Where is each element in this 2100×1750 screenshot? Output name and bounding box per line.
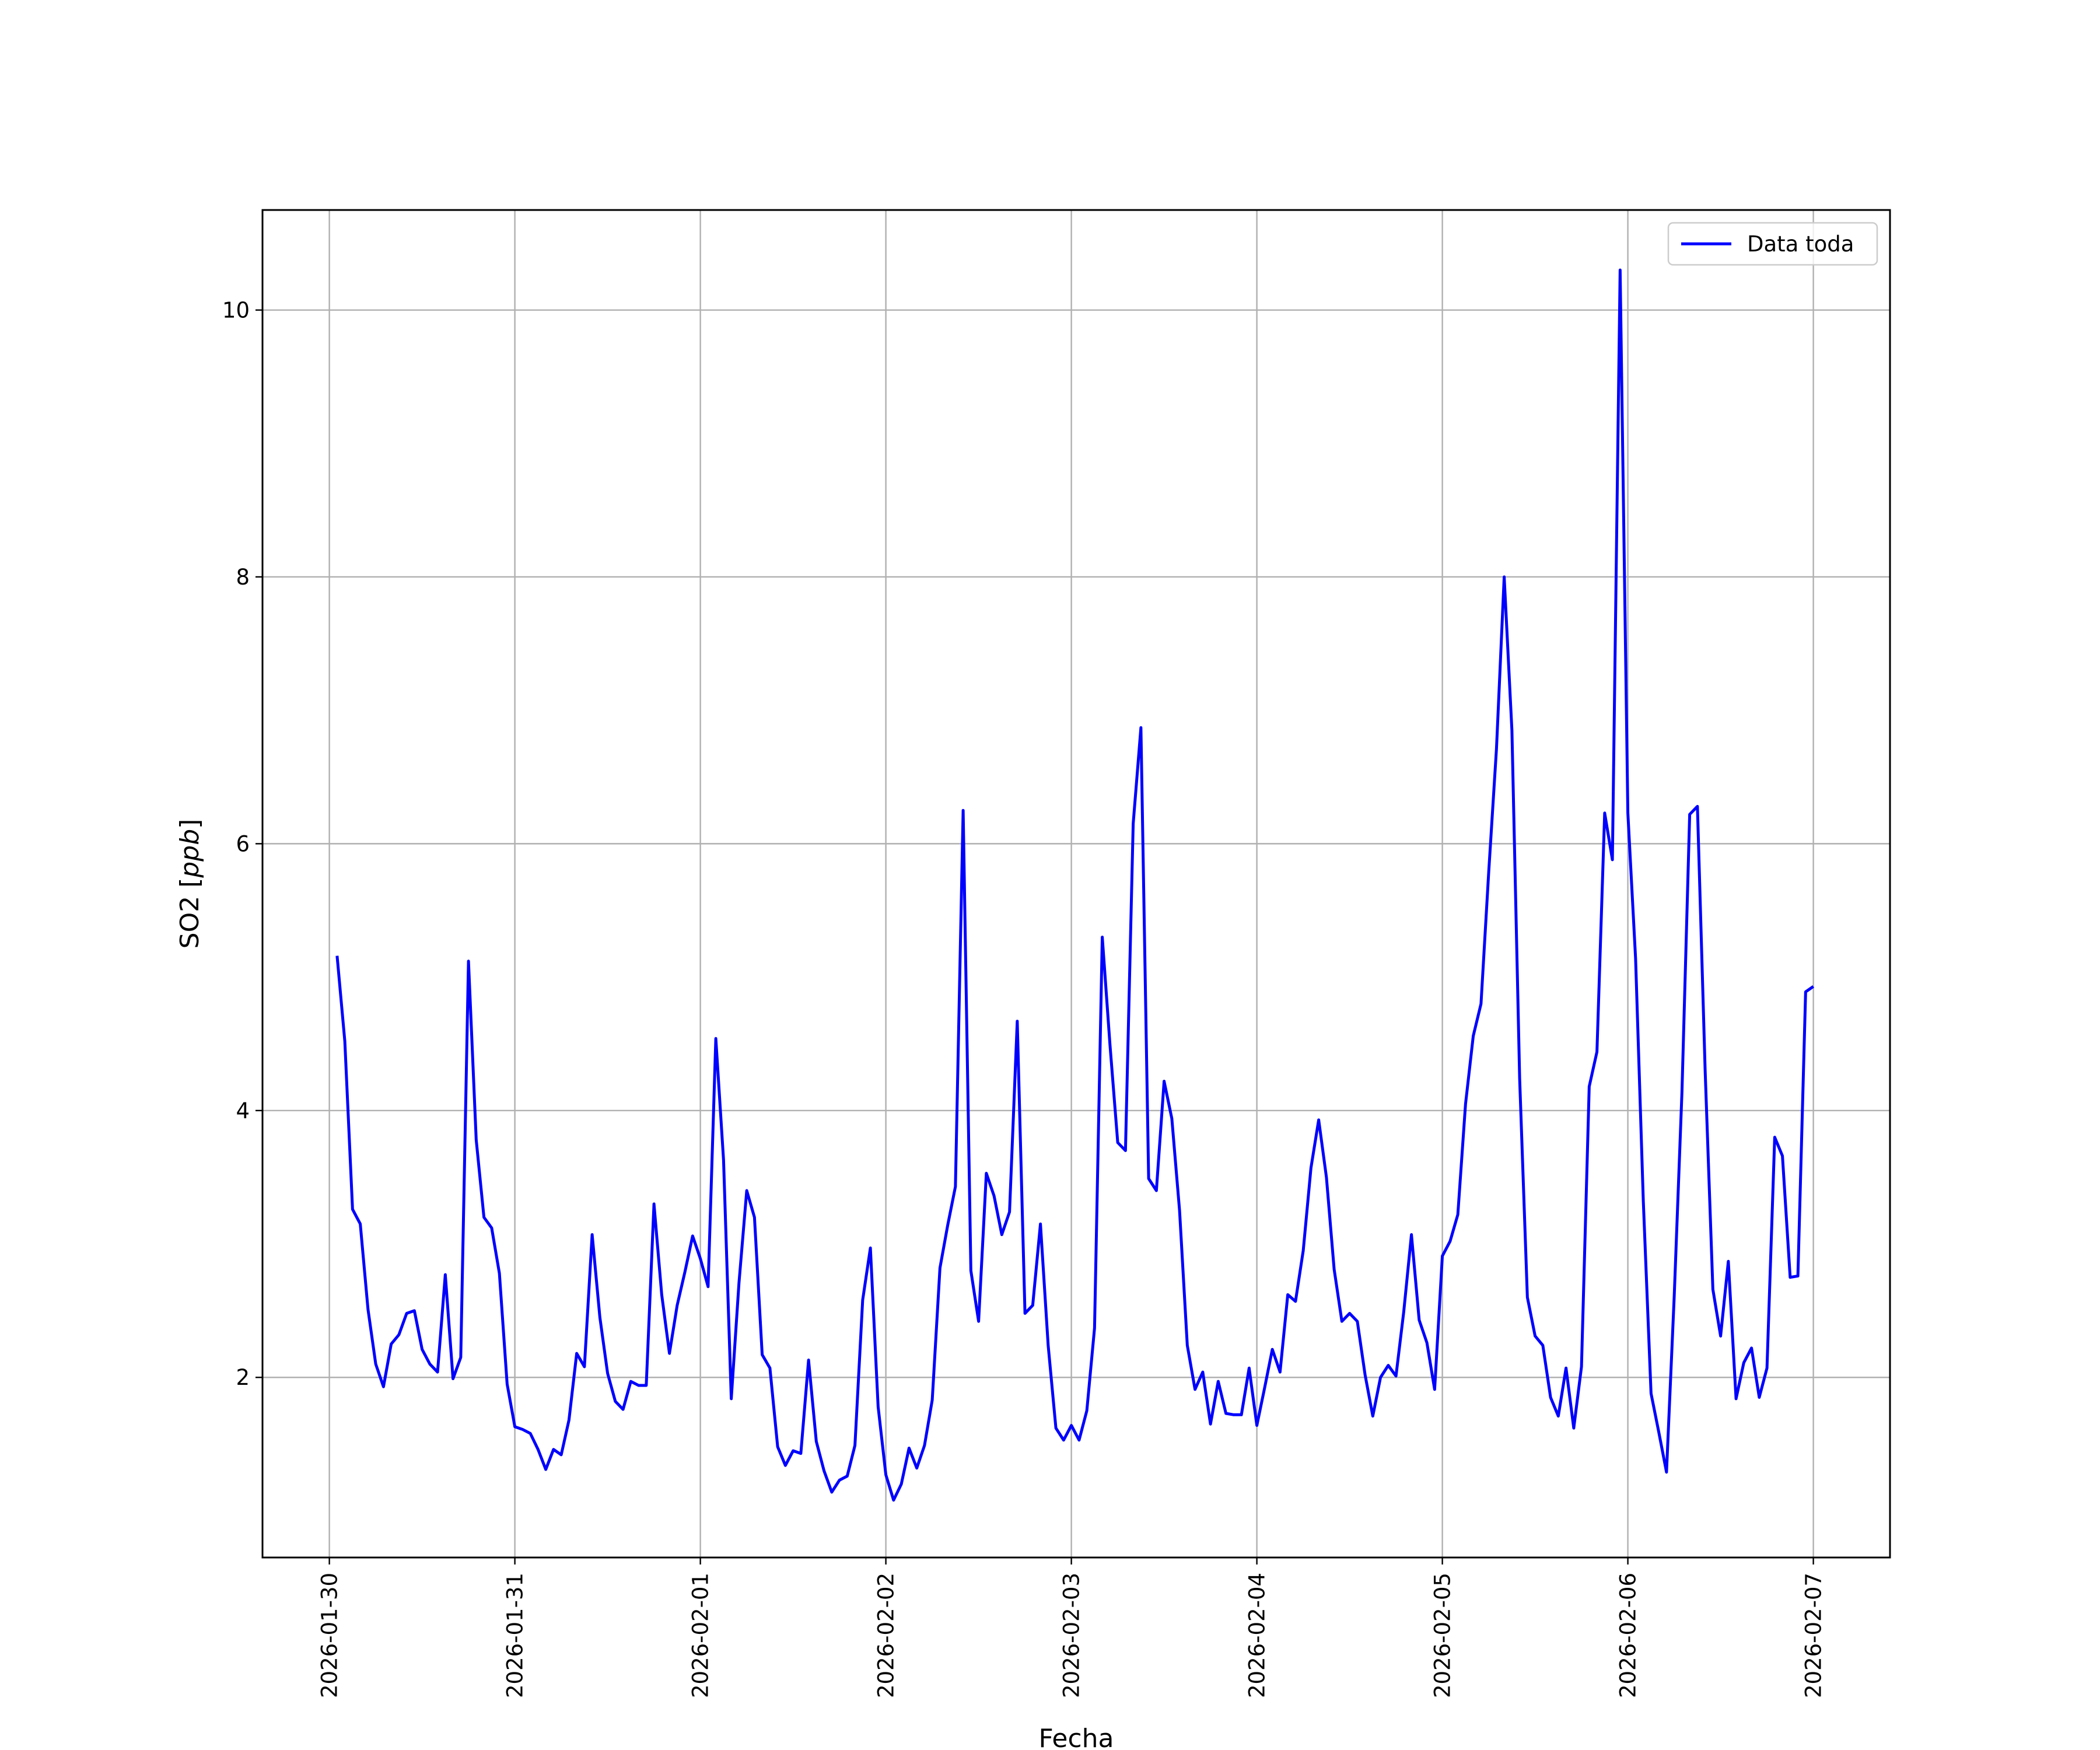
y-tick-label: 8 — [236, 565, 250, 590]
x-tick-label: 2026-02-01 — [688, 1573, 713, 1698]
x-tick-label: 2026-02-07 — [1801, 1573, 1826, 1698]
x-tick-label: 2026-02-03 — [1059, 1573, 1084, 1698]
y-axis-title-text: SO2 [ — [175, 878, 205, 949]
legend: Data toda — [1667, 222, 1878, 266]
y-tick-label: 6 — [236, 831, 250, 856]
x-tick-label: 2026-01-30 — [317, 1573, 342, 1698]
y-axis-title-close: ] — [175, 819, 205, 829]
x-tick-label: 2026-02-06 — [1616, 1573, 1641, 1698]
x-tick-label: 2026-02-02 — [874, 1573, 899, 1698]
series-line-data-toda — [335, 268, 1815, 1502]
y-tick-label: 4 — [236, 1098, 250, 1124]
plot-frame — [261, 209, 1891, 1559]
x-tick-label: 2026-02-04 — [1245, 1573, 1270, 1698]
y-axis-title: SO2 [ppb] — [175, 819, 205, 949]
y-tick-label: 10 — [222, 298, 250, 323]
axis-ticks: 2 4 6 8 10 2026-01-30 2026-01-31 2026-02-01 2026… — [222, 298, 1826, 1698]
x-axis-title: Fecha — [1038, 1724, 1114, 1750]
y-tick-label: 2 — [236, 1365, 250, 1390]
x-tick-label: 2026-02-05 — [1430, 1573, 1455, 1698]
plot-data — [335, 268, 1815, 1502]
grid-lines — [262, 210, 1890, 1558]
legend-box — [1667, 222, 1878, 266]
legend-label-data-toda: Data toda — [1747, 232, 1854, 257]
y-axis-title-unit: ppb — [175, 829, 205, 878]
x-tick-label: 2026-01-31 — [503, 1573, 528, 1698]
